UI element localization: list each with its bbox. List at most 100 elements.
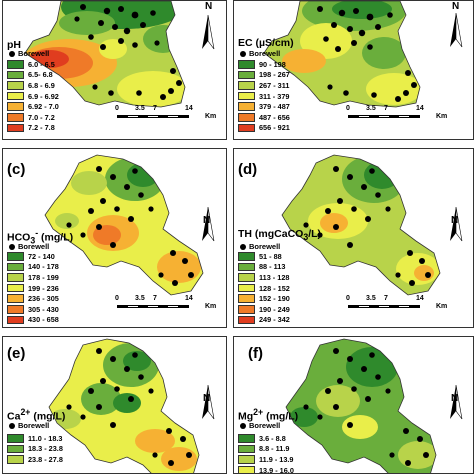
scale-tick-label: 7 [153, 295, 157, 302]
legend-swatch [238, 283, 255, 293]
legend-swatch [7, 283, 24, 293]
legend-swatch [238, 304, 255, 314]
legend-item: 249 - 342 [238, 315, 290, 326]
borewell-legend: Borewell [240, 242, 280, 251]
legend-swatch [238, 444, 255, 454]
legend-swatch [7, 70, 24, 80]
scale-tick-label: 3.5 [135, 105, 145, 112]
scale-unit: Km [436, 303, 448, 310]
legend-ca: 11.0 - 18.3 18.3 - 23.8 23.8 - 27.8 [7, 433, 63, 465]
parameter-title: EC (µS/cm) [238, 37, 294, 49]
parameter-title: pH [7, 39, 21, 51]
legend-label: 249 - 342 [259, 315, 290, 325]
legend-ec: 90 - 198 198 - 267 267 - 311 311 - 379 379 -… [238, 59, 290, 133]
legend-item: 140 - 178 [7, 262, 59, 273]
legend-item: 3.6 - 8.8 [238, 433, 294, 444]
scale-tick-label: 3.5 [135, 295, 145, 302]
th-map [281, 154, 463, 296]
legend-label: 198 - 267 [259, 70, 290, 80]
legend-label: 199 - 236 [28, 283, 59, 293]
legend-item: 7.0 - 7.2 [7, 112, 59, 123]
legend-swatch [238, 252, 255, 261]
legend-swatch [238, 81, 255, 90]
legend-item: 152 - 190 [238, 293, 290, 304]
scale-tick-label: 14 [416, 295, 424, 302]
legend-swatch [238, 262, 255, 272]
legend-swatch [7, 123, 24, 133]
legend-swatch [7, 315, 24, 325]
legend-item: 18.3 - 23.8 [7, 444, 63, 455]
legend-label: 18.3 - 23.8 [28, 444, 63, 454]
legend-label: 6.92 - 7.0 [28, 102, 59, 112]
legend-item: 6.9 - 6.92 [7, 91, 59, 102]
legend-swatch [7, 455, 24, 464]
legend-swatch [7, 91, 24, 101]
legend-label: 72 - 140 [28, 251, 55, 261]
scale-unit: Km [205, 303, 217, 310]
legend-swatch [238, 102, 255, 111]
scale-tick-label: 7 [153, 105, 157, 112]
legend-item: 379 - 487 [238, 101, 290, 112]
legend-label: 6.0 - 6.5 [28, 59, 55, 69]
scale-bar-graphic [117, 305, 189, 308]
legend-item: 198 - 267 [238, 70, 290, 81]
legend-item: 199 - 236 [7, 283, 59, 294]
north-label: N [203, 215, 211, 226]
legend-item: 267 - 311 [238, 80, 290, 91]
legend-item: 8.8 - 11.9 [238, 444, 294, 455]
legend-swatch [238, 123, 255, 133]
parameter-title: Ca2+ (mg/L) [7, 407, 66, 423]
legend-item: 6.8 - 6.9 [7, 80, 59, 91]
legend-label: 7.2 - 7.8 [28, 123, 55, 133]
borewell-legend: Borewell [9, 421, 49, 430]
legend-swatch [7, 434, 24, 443]
map-panel-th: (d) N TH (mgCaCO3/L) Borewell 51 - 88 88 … [233, 148, 474, 328]
map-panel-ec: N EC (µS/cm) Borewell 90 - 198 198 - 267 2… [233, 0, 474, 140]
legend-label: 6.9 - 6.92 [28, 91, 59, 101]
north-label: N [451, 215, 459, 226]
legend-item: 311 - 379 [238, 91, 290, 102]
north-label: N [205, 1, 213, 12]
legend-label: 656 - 921 [259, 123, 290, 133]
scale-bar-graphic [117, 115, 189, 118]
legend-item: 13.9 - 16.0 [238, 465, 294, 473]
map-panel-ca: (e) N Ca2+ (mg/L) Borewell 11.0 - 18.3 18… [2, 336, 227, 474]
legend-swatch [7, 304, 24, 314]
legend-label: 178 - 199 [28, 272, 59, 282]
legend-swatch [238, 60, 255, 69]
legend-label: 7.0 - 7.2 [28, 112, 55, 122]
legend-item: 7.2 - 7.8 [7, 123, 59, 134]
legend-swatch [238, 294, 255, 303]
legend-item: 305 - 430 [7, 304, 59, 315]
legend-label: 6.8 - 6.9 [28, 80, 55, 90]
parameter-title: TH (mgCaCO3/L) [238, 228, 322, 243]
legend-swatch [7, 252, 24, 261]
legend-th: 51 - 88 88 - 113 113 - 128 128 - 152 152 - 1… [238, 251, 290, 325]
scale-tick-label: 3.5 [366, 295, 376, 302]
legend-label: 267 - 311 [259, 80, 290, 90]
legend-item: 88 - 113 [238, 262, 290, 273]
panel-label: (c) [7, 161, 26, 178]
legend-item: 430 - 658 [7, 315, 59, 326]
legend-item: 6.0 - 6.5 [7, 59, 59, 70]
legend-item: 11.9 - 13.9 [238, 454, 294, 465]
legend-swatch [7, 262, 24, 272]
panel-label: (e) [7, 345, 26, 362]
legend-swatch [238, 315, 255, 325]
legend-label: 23.8 - 27.8 [28, 454, 63, 464]
legend-label: 190 - 249 [259, 304, 290, 314]
legend-item: 113 - 128 [238, 272, 290, 283]
legend-label: 140 - 178 [28, 262, 59, 272]
panel-label: (d) [238, 161, 258, 178]
mg-map [285, 338, 463, 473]
legend-swatch [7, 444, 24, 454]
north-label: N [452, 1, 460, 12]
map-panel-mg: (f) N Mg2+ (mg/L) Borewell 3.6 - 8.8 8.8 … [233, 336, 474, 474]
scale-tick-label: 0 [115, 105, 119, 112]
legend-label: 6.5- 6.8 [28, 70, 53, 80]
scale-tick-label: 0 [346, 105, 350, 112]
legend-label: 152 - 190 [259, 294, 290, 304]
scale-tick-label: 14 [185, 295, 193, 302]
legend-swatch [7, 273, 24, 282]
map-panel-ph: N pH Borewell 6.0 - 6.5 6.5- 6.8 6.8 - 6.9… [2, 0, 227, 140]
